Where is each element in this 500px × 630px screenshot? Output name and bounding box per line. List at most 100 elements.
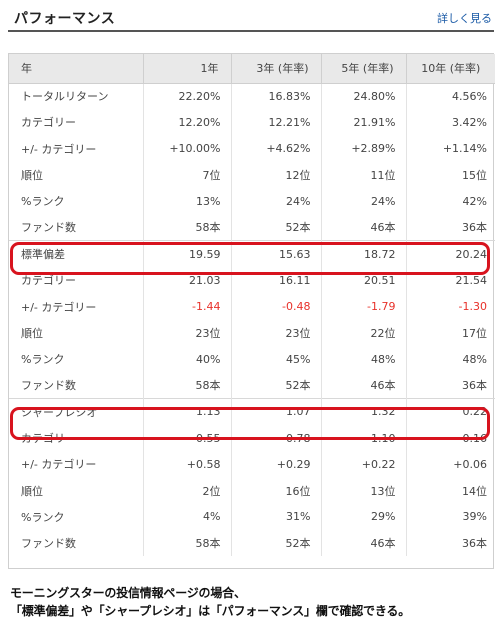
row-label: トータルリターン	[9, 83, 144, 110]
row-label: カテゴリー	[9, 424, 144, 452]
table-cell: -0.48	[231, 293, 322, 320]
table-cell: -1.30	[458, 300, 487, 314]
table-cell: 1.10	[321, 424, 407, 452]
table-cell: 1.13	[143, 398, 232, 425]
table-cell: +1.14%	[442, 142, 487, 156]
table-cell: +0.58	[143, 451, 232, 478]
table-row: +/- カテゴリー +0.58 +0.29 +0.22 +0.06	[9, 451, 495, 478]
row-label: 順位	[9, 477, 144, 504]
table-cell: 36本	[462, 379, 487, 393]
table-cell: 21.54	[455, 273, 488, 287]
table-cell: 58本	[143, 530, 232, 557]
table-cell: 1.32	[321, 398, 407, 425]
table-cell: 0.22	[406, 398, 495, 425]
table-cell: 4%	[143, 503, 232, 531]
table-cell: 16.83%	[231, 83, 322, 110]
row-label: +/- カテゴリー	[9, 451, 144, 478]
table-cell: 18.72	[321, 240, 407, 268]
row-label: 順位	[9, 319, 144, 346]
table-cell: 12.20%	[143, 109, 232, 136]
table-row: ファンド数 58本 52本 46本 36本	[9, 530, 495, 557]
table-cell: 29%	[321, 503, 407, 531]
row-label: ファンド数	[9, 530, 144, 557]
table-cell: 24.80%	[321, 83, 407, 110]
table-row: 順位 2位 16位 13位 14位	[9, 477, 495, 504]
column-header: 5年 (年率)	[321, 54, 407, 84]
table-cell: 48%	[321, 345, 407, 373]
table-cell: +2.89%	[321, 135, 407, 162]
table-cell: 17位	[462, 326, 487, 340]
table-cell: +4.62%	[231, 135, 322, 162]
table-cell: +0.22	[321, 451, 407, 478]
table-cell: 2位	[143, 477, 232, 504]
table-cell: 22.20%	[143, 83, 232, 110]
table-header-row: 年 1年 3年 (年率) 5年 (年率) 10年 (年率)	[9, 54, 495, 84]
table-row: カテゴリー 0.55 0.78 1.10 0.16	[9, 424, 495, 452]
table-cell: 52本	[231, 530, 322, 557]
table-cell: 16.11	[231, 267, 322, 294]
table-cell: 23位	[143, 319, 232, 346]
table-cell: 23位	[231, 319, 322, 346]
table-cell: 24%	[321, 188, 407, 215]
table-cell: 13位	[321, 477, 407, 504]
table-cell: 24%	[231, 188, 322, 215]
row-label: 標準偏差	[9, 240, 144, 268]
table-cell: 58本	[143, 372, 232, 399]
table-cell: 7位	[143, 161, 232, 189]
table-cell: 46本	[321, 214, 407, 241]
table-cell: 36本	[462, 537, 487, 551]
row-label: カテゴリー	[9, 267, 144, 294]
row-label: ファンド数	[9, 372, 144, 399]
table-cell: 52本	[231, 372, 322, 399]
table-cell: 4.56%	[452, 89, 487, 103]
table-cell: 31%	[231, 503, 322, 531]
row-label: %ランク	[9, 188, 144, 215]
column-header: 1年	[143, 54, 232, 84]
table-cell: 3.42%	[452, 115, 487, 129]
performance-table-frame: 年 1年 3年 (年率) 5年 (年率) 10年 (年率) トータルリターン 22…	[8, 53, 495, 569]
table-cell: +10.00%	[143, 135, 232, 162]
table-cell: 20.24	[406, 240, 495, 268]
row-label: %ランク	[9, 345, 144, 373]
table-row: 順位 7位 12位 11位 15位	[9, 161, 495, 189]
table-cell: +0.29	[231, 451, 322, 478]
row-label: %ランク	[9, 503, 144, 531]
section-title: パフォーマンス	[14, 11, 116, 27]
table-cell: 15.63	[231, 240, 322, 268]
table-row: +/- カテゴリー +10.00% +4.62% +2.89% +1.14%	[9, 135, 495, 162]
table-cell: -1.79	[321, 293, 407, 320]
row-label: +/- カテゴリー	[9, 135, 144, 162]
row-label: ファンド数	[9, 214, 144, 241]
table-cell: -1.44	[143, 293, 232, 320]
table-cell: 52本	[231, 214, 322, 241]
table-row: トータルリターン 22.20% 16.83% 24.80% 4.56%	[9, 83, 495, 110]
table-cell: 46本	[321, 372, 407, 399]
row-label: シャープレシオ	[9, 398, 144, 425]
table-row: %ランク 40% 45% 48% 48%	[9, 345, 495, 373]
table-cell: 39%	[462, 510, 487, 524]
table-cell: 48%	[462, 352, 487, 366]
table-cell: 58本	[143, 214, 232, 241]
table-cell: 22位	[321, 319, 407, 346]
table-row: 順位 23位 23位 22位 17位	[9, 319, 495, 346]
table-cell: 13%	[143, 188, 232, 215]
table-cell: 16位	[231, 477, 322, 504]
caption-line-2: 「標準偏差」や「シャープレシオ」は「パフォーマンス」欄で確認できる。	[10, 604, 411, 618]
row-label: 順位	[9, 161, 144, 189]
table-cell: 21.03	[143, 267, 232, 294]
table-cell: 1.07	[231, 398, 322, 425]
table-cell: 0.55	[143, 424, 232, 452]
table-cell: 42%	[462, 194, 487, 208]
performance-header: パフォーマンス 詳しく見る	[8, 0, 494, 32]
table-row: シャープレシオ 1.13 1.07 1.32 0.22	[9, 398, 495, 425]
table-row: ファンド数 58本 52本 46本 36本	[9, 372, 495, 399]
table-cell: 11位	[321, 161, 407, 189]
table-cell: +0.06	[453, 457, 487, 471]
table-cell: 21.91%	[321, 109, 407, 136]
column-header: 年	[9, 54, 144, 84]
more-details-link[interactable]: 詳しく見る	[437, 12, 492, 25]
table-cell: 14位	[462, 484, 487, 498]
table-row: カテゴリー 21.03 16.11 20.51 21.54	[9, 267, 495, 294]
table-cell: 36本	[462, 221, 487, 235]
table-row: %ランク 4% 31% 29% 39%	[9, 503, 495, 531]
